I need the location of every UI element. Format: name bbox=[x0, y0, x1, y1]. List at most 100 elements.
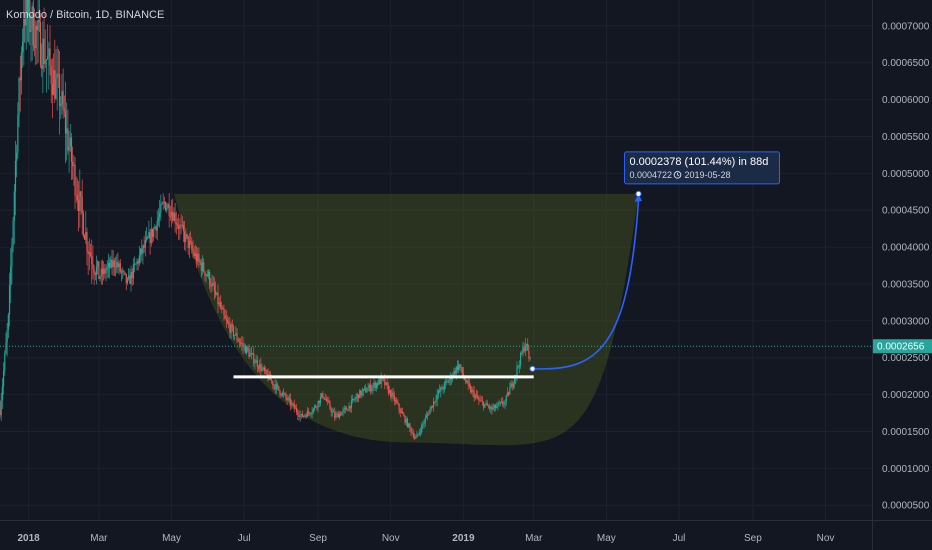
candle-body bbox=[241, 342, 243, 344]
candle-body bbox=[243, 345, 245, 347]
candle-body bbox=[291, 403, 293, 406]
candle-body bbox=[32, 6, 34, 46]
projection-arrow-path[interactable] bbox=[535, 199, 640, 370]
candle-body bbox=[24, 19, 26, 26]
candle-body bbox=[187, 236, 189, 248]
candle-body bbox=[222, 307, 224, 310]
candle-body bbox=[135, 263, 137, 265]
candle-body bbox=[22, 41, 24, 53]
candle-body bbox=[322, 393, 324, 398]
candle-body bbox=[506, 392, 509, 396]
x-tick-label: Sep bbox=[744, 533, 762, 544]
candle-body bbox=[101, 268, 104, 275]
candle-body bbox=[131, 271, 133, 279]
candle-body bbox=[529, 357, 531, 359]
candle-body bbox=[360, 390, 362, 396]
candle-body bbox=[473, 390, 475, 398]
candle-body bbox=[266, 369, 268, 375]
candle-body bbox=[126, 278, 129, 284]
candle-body bbox=[391, 392, 393, 398]
candle-body bbox=[369, 384, 372, 391]
candle-body bbox=[422, 423, 424, 425]
candle-body bbox=[216, 292, 218, 295]
candle-body bbox=[0, 400, 2, 416]
candle-body bbox=[485, 403, 487, 405]
candle-body bbox=[245, 347, 248, 354]
candle-body bbox=[172, 211, 174, 221]
candle-body bbox=[390, 390, 392, 398]
candle-body bbox=[331, 411, 333, 413]
candle-body bbox=[63, 108, 65, 112]
projection-label[interactable]: 0.0002378 (101.44%) in 88d 0.0004722 201… bbox=[624, 151, 781, 185]
candle-body bbox=[402, 411, 404, 415]
candle-body bbox=[290, 398, 292, 406]
candle-body bbox=[57, 73, 59, 75]
candle-body bbox=[66, 128, 68, 134]
candle-body bbox=[323, 397, 325, 399]
candle-body bbox=[454, 370, 456, 374]
candle-body bbox=[153, 228, 155, 238]
candle-body bbox=[164, 202, 167, 211]
candle-body bbox=[416, 434, 418, 438]
candle-body bbox=[150, 228, 152, 244]
candle-body bbox=[415, 437, 417, 439]
projection-label-main: 0.0002378 (101.44%) in 88d bbox=[630, 156, 769, 168]
candle-body bbox=[238, 341, 241, 343]
candle-body bbox=[298, 415, 300, 417]
candle-body bbox=[178, 225, 180, 229]
candle-body bbox=[114, 266, 117, 268]
projection-end-handle[interactable] bbox=[635, 190, 642, 197]
candle-body bbox=[300, 414, 302, 415]
price-axis[interactable]: 0.0007000 0.0006500 0.0006000 0.0005500 0.00… bbox=[882, 21, 930, 511]
candle-body bbox=[469, 386, 472, 393]
candle-body bbox=[497, 403, 499, 407]
candle-body bbox=[319, 396, 322, 404]
candle-body bbox=[55, 78, 57, 99]
candle-body bbox=[418, 432, 420, 434]
candle-body bbox=[5, 342, 7, 354]
candle-body bbox=[210, 284, 212, 287]
candle-body bbox=[155, 226, 157, 231]
projection-start-handle[interactable] bbox=[529, 365, 536, 372]
candle-body bbox=[200, 262, 202, 271]
x-tick-label: Nov bbox=[817, 533, 835, 544]
candle-body bbox=[105, 270, 107, 274]
candle-body bbox=[503, 404, 505, 406]
candle-body bbox=[447, 381, 449, 383]
candle-body bbox=[353, 398, 355, 400]
candle-body bbox=[206, 274, 208, 277]
candle-body bbox=[512, 383, 515, 387]
candle-body bbox=[249, 353, 251, 357]
candle-body bbox=[194, 253, 196, 257]
x-tick-label: 2019 bbox=[452, 533, 475, 544]
candle-body bbox=[31, 6, 33, 31]
candle-body bbox=[385, 382, 387, 385]
candle-body bbox=[335, 414, 337, 418]
candle-body bbox=[442, 389, 444, 391]
candle-body bbox=[423, 422, 425, 424]
x-tick-label: Sep bbox=[309, 533, 327, 544]
candle-body bbox=[508, 392, 510, 395]
candle-body bbox=[375, 383, 378, 388]
y-tick-label: 0.0003500 bbox=[882, 279, 930, 290]
candle-body bbox=[78, 200, 80, 212]
x-tick-label: Mar bbox=[90, 533, 108, 544]
candle-body bbox=[461, 367, 463, 374]
candle-body bbox=[120, 271, 123, 273]
candle-body bbox=[315, 406, 317, 407]
candle-body bbox=[107, 262, 110, 267]
time-axis[interactable]: 2018 Mar May Jul Sep Nov 2019 Mar May Jul Sep Nov bbox=[17, 533, 834, 544]
candle-body bbox=[274, 384, 276, 390]
candle-body bbox=[188, 240, 191, 248]
projection-label-date: 2019-05-28 bbox=[685, 170, 731, 180]
candle-body bbox=[26, 0, 28, 16]
candle-body bbox=[516, 366, 518, 375]
candle-body bbox=[438, 390, 441, 392]
candle-body bbox=[344, 407, 347, 409]
candle-body bbox=[284, 393, 286, 395]
candle-body bbox=[186, 234, 188, 237]
y-tick-label: 0.0007000 bbox=[882, 21, 930, 32]
candle-body bbox=[203, 262, 205, 272]
